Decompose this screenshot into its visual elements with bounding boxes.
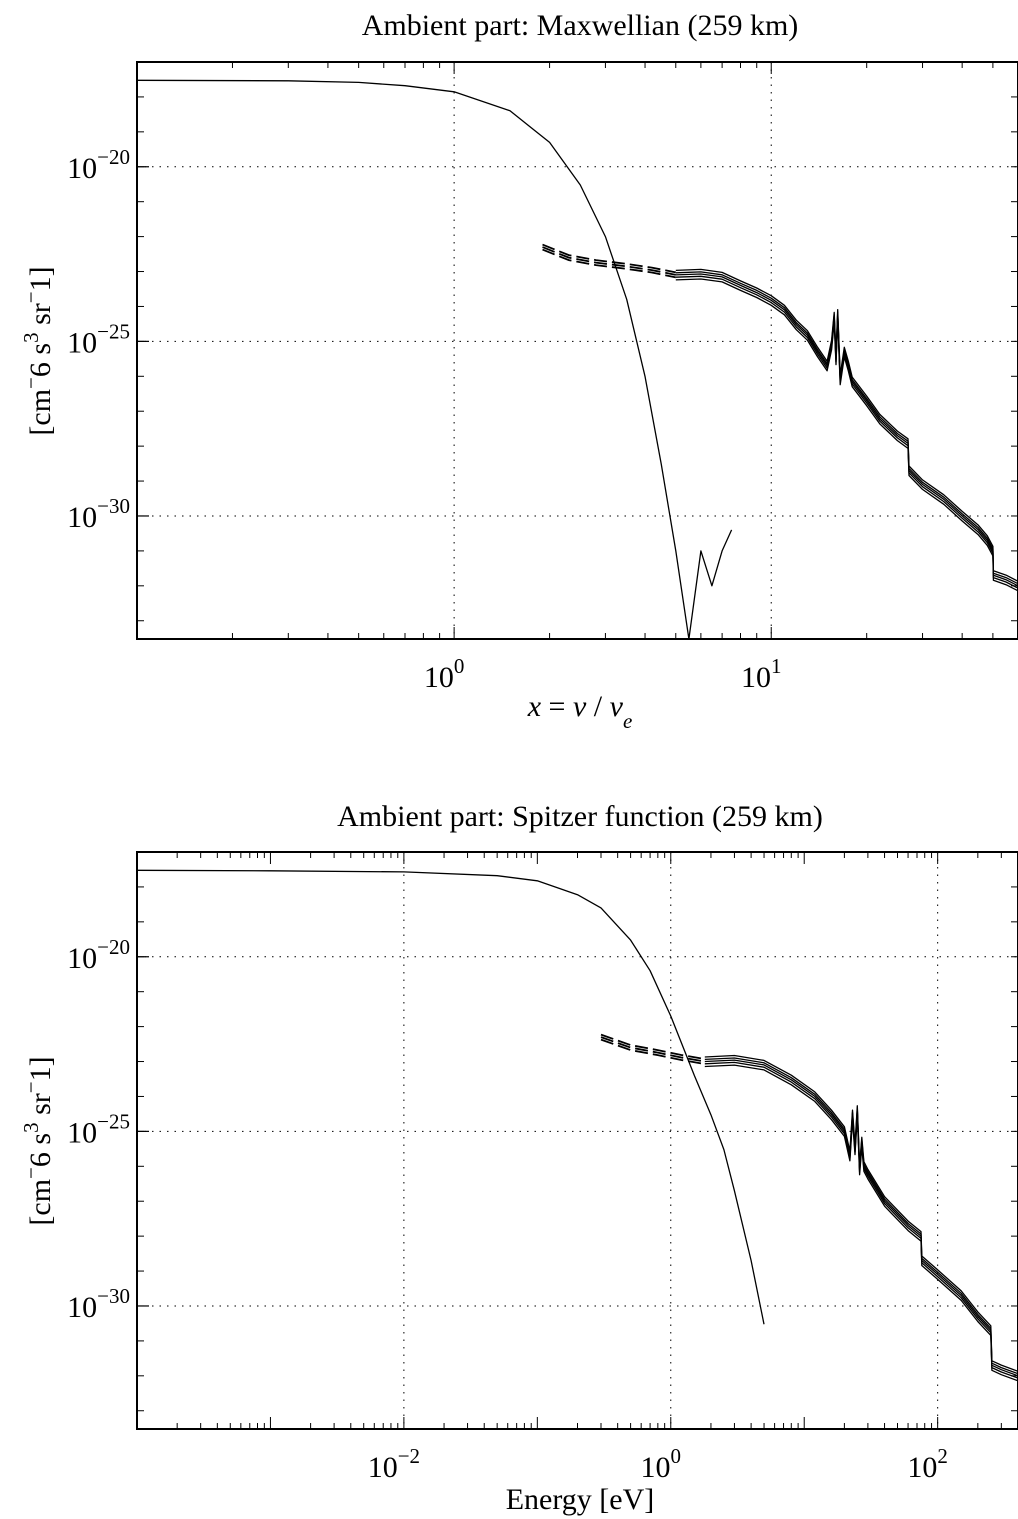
series-line-2-4: [704, 1054, 1018, 1372]
series-line-2-2: [704, 1059, 1018, 1377]
series-line-2-0: [704, 1064, 1018, 1382]
plot-frame: [136, 851, 1018, 1430]
series-line-2-3: [675, 271, 1018, 585]
series-line-1-0: [542, 248, 676, 279]
chart-title: Ambient part: Maxwellian (259 km): [362, 9, 799, 42]
series-line-0-0: [136, 869, 765, 1325]
y-tick-label: 10−25: [67, 319, 130, 359]
x-tick-label: 10−2: [368, 1444, 420, 1484]
x-axis-label: Energy [eV]: [506, 1483, 655, 1516]
plot-frame: [136, 61, 1018, 640]
chart-title: Ambient part: Spitzer function (259 km): [337, 800, 823, 833]
x-tick-label: 100: [641, 1444, 682, 1484]
series-line-1-2: [542, 243, 676, 274]
y-axis-label: [cm−6 s3 sr−1]: [19, 1056, 57, 1225]
chart-maxwellian: Ambient part: Maxwellian (259 km) 10−20 1…: [19, 9, 1018, 733]
series-line-2-1: [704, 1061, 1018, 1379]
chart-spitzer: Ambient part: Spitzer function (259 km) …: [19, 800, 1018, 1516]
series-line-1-2: [600, 1033, 705, 1060]
x-axis-label: x = v / ve: [527, 690, 633, 733]
y-tick-label: 10−30: [67, 494, 130, 534]
y-tick-label: 10−30: [67, 1284, 130, 1324]
series-line-2-4: [675, 268, 1018, 582]
series-line-0-0: [136, 79, 733, 640]
y-tick-label: 10−20: [67, 935, 130, 975]
x-tick-label: 100: [424, 654, 465, 694]
y-tick-label: 10−25: [67, 1109, 130, 1149]
series-line-2-0: [675, 278, 1018, 592]
y-tick-label: 10−20: [67, 145, 130, 185]
y-axis-label: [cm−6 s3 sr−1]: [19, 266, 57, 435]
x-tick-label: 101: [741, 654, 782, 694]
series-line-1-1: [542, 246, 676, 276]
series-line-1-0: [600, 1038, 705, 1065]
series-line-2-3: [704, 1057, 1018, 1375]
x-tick-label: 102: [907, 1444, 948, 1484]
series-line-1-1: [600, 1036, 705, 1063]
